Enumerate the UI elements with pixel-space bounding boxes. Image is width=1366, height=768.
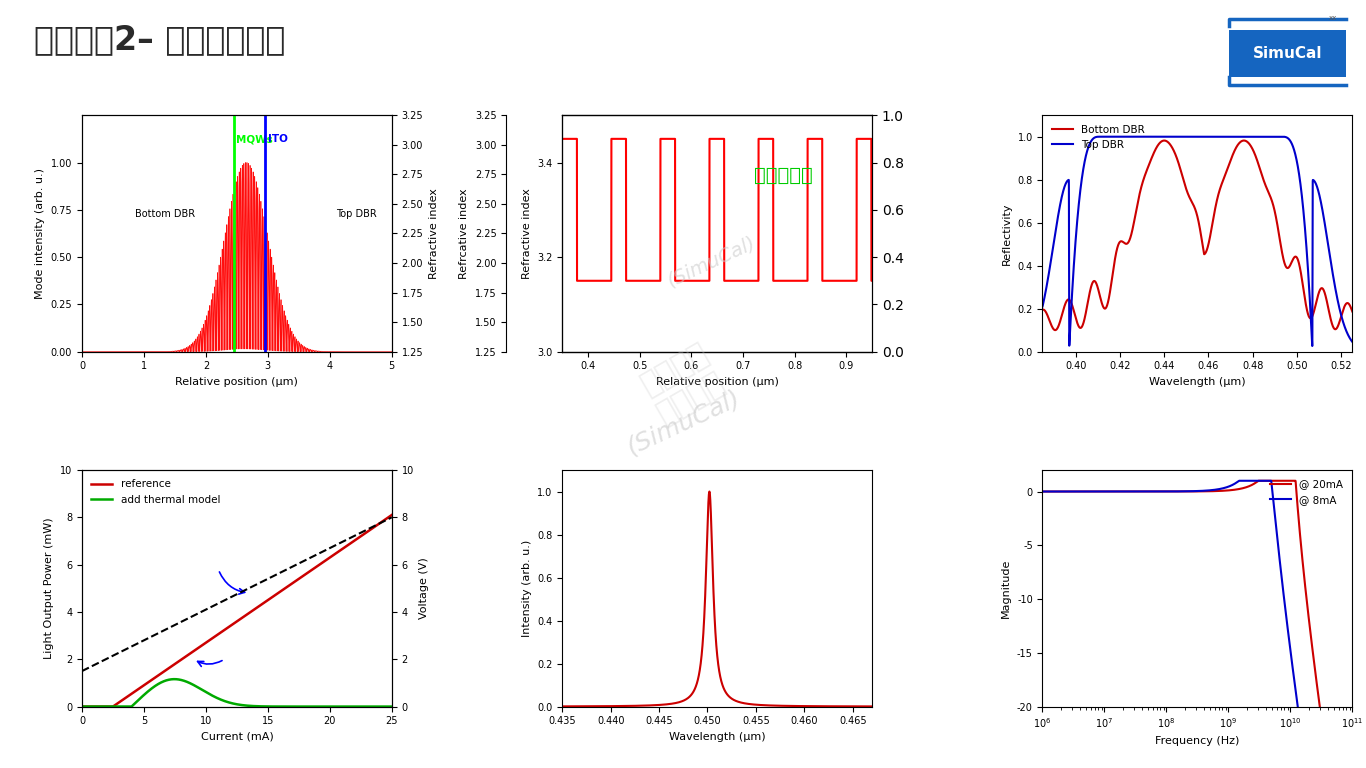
Bar <box>1229 30 1346 78</box>
Bottom DBR <box>1034 305 1050 314</box>
Y-axis label: Reflectivity: Reflectivity <box>1001 202 1012 265</box>
Text: (SimuCal): (SimuCal) <box>664 233 758 290</box>
@ 8mA <box>1336 723 1352 733</box>
Text: MQWs: MQWs <box>236 134 272 144</box>
Text: 渐变折射率: 渐变折射率 <box>754 167 813 185</box>
Line: Top DBR: Top DBR <box>1042 137 1352 346</box>
Line: reference: reference <box>82 515 392 707</box>
@ 8mA <box>1279 615 1295 624</box>
Legend: @ 20mA, @ 8mA: @ 20mA, @ 8mA <box>1266 475 1347 508</box>
@ 20mA <box>1176 487 1193 496</box>
Line: add thermal model: add thermal model <box>82 679 392 707</box>
add thermal model <box>384 702 400 711</box>
Text: Top DBR: Top DBR <box>336 209 377 219</box>
reference <box>74 702 90 711</box>
Top DBR <box>1236 132 1253 141</box>
Bottom DBR <box>1090 287 1106 296</box>
Bottom DBR <box>1236 136 1253 145</box>
@ 20mA <box>1344 723 1361 733</box>
@ 8mA <box>1292 723 1309 733</box>
X-axis label: Frequency (Hz): Frequency (Hz) <box>1156 736 1239 746</box>
add thermal model <box>321 702 337 711</box>
Top DBR <box>1153 132 1169 141</box>
Line: @ 8mA: @ 8mA <box>1042 481 1352 728</box>
add thermal model <box>74 702 90 711</box>
reference <box>287 577 303 586</box>
Line: @ 20mA: @ 20mA <box>1042 481 1352 728</box>
Y-axis label: Mode intensity (arb. u.): Mode intensity (arb. u.) <box>36 168 45 299</box>
Legend: Bottom DBR, Top DBR: Bottom DBR, Top DBR <box>1048 121 1149 154</box>
add thermal model <box>316 702 332 711</box>
Top DBR <box>1034 302 1050 311</box>
@ 20mA <box>1336 723 1352 733</box>
Y-axis label: Refrcative index: Refrcative index <box>459 188 470 279</box>
Text: SimuCal: SimuCal <box>1253 46 1322 61</box>
Y-axis label: Refractive index: Refractive index <box>522 188 531 279</box>
Top DBR <box>1091 132 1108 141</box>
Top DBR <box>1305 342 1321 351</box>
@ 20mA <box>1279 476 1295 485</box>
Y-axis label: Refractive index: Refractive index <box>429 188 438 279</box>
Text: ITO: ITO <box>268 134 288 144</box>
reference <box>384 511 400 520</box>
add thermal model <box>210 694 227 703</box>
@ 20mA <box>1250 476 1266 485</box>
Top DBR <box>1344 337 1361 346</box>
Text: 天津赛米
卡尔科技: 天津赛米 卡尔科技 <box>635 339 731 429</box>
Top DBR <box>1220 132 1236 141</box>
reference <box>210 630 227 639</box>
Top DBR <box>1265 132 1281 141</box>
@ 8mA <box>1050 487 1067 496</box>
Y-axis label: Light Output Power (mW): Light Output Power (mW) <box>45 518 55 659</box>
reference <box>199 637 216 647</box>
Y-axis label: Magnitude: Magnitude <box>1001 558 1011 618</box>
Bottom DBR <box>1290 254 1306 263</box>
Bottom DBR <box>1153 137 1169 147</box>
X-axis label: Wavelength (μm): Wavelength (μm) <box>1149 377 1246 387</box>
@ 20mA <box>1050 487 1067 496</box>
X-axis label: Current (mA): Current (mA) <box>201 732 273 742</box>
Y-axis label: Voltage (V): Voltage (V) <box>419 558 429 619</box>
Text: Bottom DBR: Bottom DBR <box>135 209 195 219</box>
add thermal model <box>167 674 183 684</box>
Bottom DBR <box>1266 203 1283 212</box>
@ 8mA <box>1344 723 1361 733</box>
add thermal model <box>105 702 122 711</box>
Top DBR <box>1290 159 1306 168</box>
Text: xx: xx <box>1329 15 1337 22</box>
Top DBR <box>1090 132 1106 141</box>
X-axis label: Relative position (μm): Relative position (μm) <box>656 377 779 387</box>
Bottom DBR <box>1236 136 1253 145</box>
reference <box>316 558 332 567</box>
@ 20mA <box>1034 487 1050 496</box>
X-axis label: Relative position (μm): Relative position (μm) <box>175 377 298 387</box>
@ 8mA <box>1034 487 1050 496</box>
@ 20mA <box>1184 487 1201 496</box>
Bottom DBR <box>1344 307 1361 316</box>
reference <box>105 701 122 710</box>
Text: (SimuCal): (SimuCal) <box>623 386 743 459</box>
X-axis label: Wavelength (μm): Wavelength (μm) <box>669 732 765 742</box>
@ 20mA <box>1314 723 1330 733</box>
@ 8mA <box>1184 487 1201 496</box>
Text: 服务方向2– 半导体激光器: 服务方向2– 半导体激光器 <box>34 23 285 56</box>
@ 8mA <box>1176 487 1193 496</box>
@ 8mA <box>1336 723 1352 733</box>
Bottom DBR <box>1046 326 1063 335</box>
add thermal model <box>287 702 303 711</box>
reference <box>321 554 337 563</box>
add thermal model <box>199 688 216 697</box>
Line: Bottom DBR: Bottom DBR <box>1042 141 1352 330</box>
Bottom DBR <box>1220 162 1236 171</box>
Legend: reference, add thermal model: reference, add thermal model <box>87 475 224 508</box>
@ 8mA <box>1231 476 1247 485</box>
@ 20mA <box>1336 723 1352 733</box>
Y-axis label: Intensity (arb. u.): Intensity (arb. u.) <box>522 540 531 637</box>
